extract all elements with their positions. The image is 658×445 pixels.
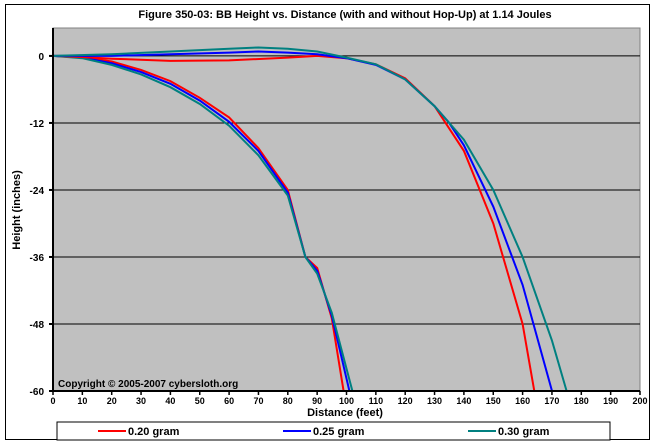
legend-label: 0.30 gram [498,426,550,438]
x-tick-label: 110 [369,396,384,406]
x-tick-label: 80 [283,396,293,406]
plot-area [52,27,641,392]
legend-label: 0.25 gram [313,426,365,438]
x-tick-label: 50 [195,396,205,406]
x-tick-label: 20 [107,396,117,406]
x-tick-label: 130 [427,396,442,406]
legend-label: 0.20 gram [128,426,180,438]
chart-title: Figure 350-03: BB Height vs. Distance (w… [138,9,551,21]
series-line-no-hop-020 [52,54,345,392]
copyright-annotation: Copyright © 2005-2007 cybersloth.org [58,379,238,390]
x-tick-label: 90 [312,396,322,406]
x-tick-label: 170 [544,396,559,406]
y-tick-label: 0 [38,52,44,63]
x-axis-label: Distance (feet) [307,407,383,419]
y-tick-label: -60 [30,387,45,398]
x-tick-label: 10 [77,396,87,406]
y-axis-label: Height (inches) [11,170,23,250]
series-line-no-hop-030 [52,54,354,392]
y-tick-label: -24 [30,186,45,197]
x-tick-label: 160 [515,396,530,406]
y-tick-label: -48 [30,320,45,331]
x-tick-label: 180 [574,396,589,406]
x-tick-label: 200 [632,396,647,406]
x-tick-label: 150 [486,396,501,406]
legend [56,421,611,441]
y-tick-label: -12 [30,119,45,130]
x-tick-label: 100 [339,396,354,406]
x-tick-label: 120 [398,396,413,406]
x-tick-label: 70 [253,396,263,406]
x-tick-label: 140 [456,396,471,406]
x-tick-label: 190 [603,396,618,406]
x-tick-label: 40 [165,396,175,406]
x-tick-label: 30 [136,396,146,406]
series-line-no-hop-025 [52,54,351,392]
x-tick-label: 0 [50,396,55,406]
x-tick-label: 60 [224,396,234,406]
y-tick-label: -36 [30,253,45,264]
series-line-hop-up-030 [52,46,568,392]
